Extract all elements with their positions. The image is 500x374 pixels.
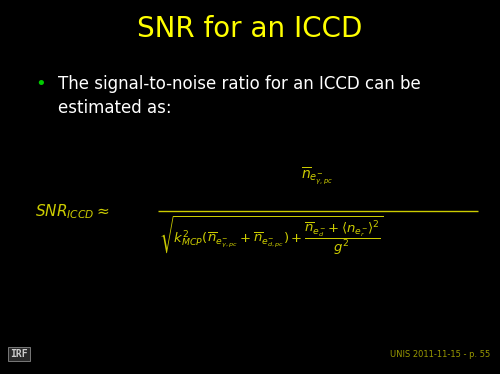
Text: SNR for an ICCD: SNR for an ICCD — [138, 15, 362, 43]
Text: IRF: IRF — [10, 349, 28, 359]
Text: •: • — [35, 75, 46, 93]
Text: $\sqrt{k_{MCP}^{2}(\overline{n}_{e_{\gamma,pc}^{-}}+\overline{n}_{e_{d,pc}^{-}}): $\sqrt{k_{MCP}^{2}(\overline{n}_{e_{\gam… — [159, 215, 384, 258]
Text: $\overline{n}_{e_{\gamma,pc}^{-}}$: $\overline{n}_{e_{\gamma,pc}^{-}}$ — [302, 166, 334, 187]
Text: $\mathit{SNR}_{ICCD} \approx$: $\mathit{SNR}_{ICCD} \approx$ — [35, 202, 110, 221]
Text: The signal-to-noise ratio for an ICCD can be
estimated as:: The signal-to-noise ratio for an ICCD ca… — [58, 75, 420, 117]
Text: UNIS 2011-11-15 - p. 55: UNIS 2011-11-15 - p. 55 — [390, 350, 490, 359]
